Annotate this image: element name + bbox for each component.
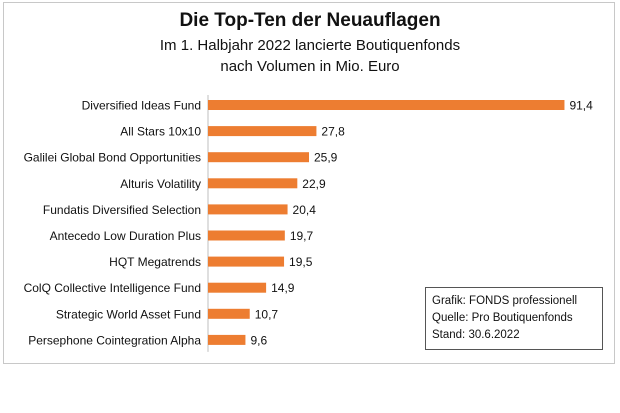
bar	[208, 256, 285, 267]
value-label: 22,9	[302, 177, 326, 191]
bar	[208, 308, 250, 319]
category-label: Alturis Volatility	[120, 177, 201, 191]
category-label: Diversified Ideas Fund	[82, 99, 201, 113]
chart-subtitle-line1: Im 1. Halbjahr 2022 lancierte Boutiquenf…	[159, 37, 461, 54]
chart-title: Die Top-Ten der Neuauflagen	[179, 10, 441, 31]
value-label: 20,4	[293, 203, 317, 217]
chart-subtitle-line2: nach Volumen in Mio. Euro	[220, 58, 400, 75]
source-box: Grafik: FONDS professionell Quelle: Pro …	[425, 287, 603, 350]
source-date: Stand: 30.6.2022	[432, 329, 520, 341]
category-label: ColQ Collective Intelligence Fund	[24, 281, 201, 295]
bar	[208, 100, 565, 110]
value-label: 27,8	[321, 125, 345, 139]
value-label: 9,6	[250, 333, 267, 347]
category-label: Strategic World Asset Fund	[56, 307, 201, 321]
source-origin: Quelle: Pro Boutiquenfonds	[432, 312, 573, 324]
bar	[208, 126, 317, 137]
category-label: Galilei Global Bond Opportunities	[24, 151, 201, 165]
bar	[208, 334, 246, 345]
bar	[208, 230, 285, 241]
value-label: 19,7	[290, 229, 314, 243]
source-credit: Grafik: FONDS professionell	[432, 295, 578, 307]
value-label: 14,9	[271, 281, 295, 295]
bar	[208, 152, 310, 163]
bar	[208, 204, 288, 215]
value-label: 91,4	[569, 99, 593, 113]
category-label: Antecedo Low Duration Plus	[50, 229, 201, 243]
category-label: All Stars 10x10	[120, 125, 201, 139]
bar	[208, 282, 267, 293]
category-label: Persephone Cointegration Alpha	[28, 333, 201, 347]
value-label: 19,5	[289, 255, 313, 269]
bar	[208, 178, 298, 189]
category-label: Fundatis Diversified Selection	[43, 203, 201, 217]
value-label: 25,9	[314, 151, 338, 165]
category-label: HQT Megatrends	[109, 255, 201, 269]
value-label: 10,7	[255, 307, 279, 321]
